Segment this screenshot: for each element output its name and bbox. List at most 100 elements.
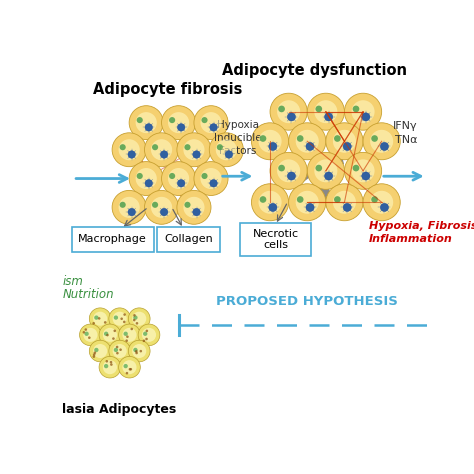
Circle shape [314, 159, 337, 182]
Circle shape [143, 332, 147, 336]
Circle shape [119, 202, 126, 208]
Circle shape [194, 106, 228, 139]
Circle shape [114, 315, 118, 320]
Circle shape [98, 317, 100, 319]
Circle shape [92, 322, 95, 325]
Circle shape [225, 151, 233, 158]
Circle shape [113, 312, 127, 326]
Circle shape [362, 172, 370, 180]
Circle shape [177, 191, 211, 224]
Circle shape [152, 202, 158, 208]
Circle shape [116, 352, 118, 355]
Circle shape [145, 133, 179, 167]
Circle shape [193, 151, 200, 158]
Circle shape [251, 123, 289, 160]
Circle shape [93, 312, 107, 326]
Circle shape [120, 318, 123, 320]
Text: Nutrition: Nutrition [63, 288, 114, 301]
Circle shape [83, 328, 98, 342]
Circle shape [306, 142, 314, 151]
Circle shape [183, 197, 204, 218]
Circle shape [287, 172, 295, 180]
Circle shape [334, 196, 341, 203]
Polygon shape [313, 186, 331, 200]
Circle shape [201, 112, 221, 133]
Circle shape [130, 328, 133, 330]
Circle shape [118, 139, 140, 160]
Circle shape [99, 356, 121, 378]
Circle shape [277, 100, 300, 123]
Circle shape [168, 168, 189, 189]
Circle shape [128, 340, 150, 362]
Circle shape [133, 348, 137, 352]
Circle shape [278, 106, 285, 112]
Circle shape [297, 135, 303, 142]
Circle shape [370, 191, 393, 214]
Circle shape [333, 130, 356, 153]
Circle shape [152, 144, 158, 150]
Circle shape [138, 324, 160, 346]
Circle shape [216, 139, 237, 160]
Circle shape [103, 328, 117, 342]
Circle shape [251, 184, 289, 221]
Circle shape [112, 133, 146, 167]
Circle shape [82, 331, 85, 334]
Polygon shape [326, 155, 344, 169]
Circle shape [362, 113, 370, 121]
Circle shape [258, 191, 282, 214]
Circle shape [146, 329, 148, 332]
Circle shape [93, 353, 95, 356]
Circle shape [326, 184, 363, 221]
Circle shape [145, 180, 153, 187]
Circle shape [126, 372, 128, 374]
Circle shape [371, 196, 378, 203]
Circle shape [123, 320, 126, 323]
Circle shape [269, 203, 277, 211]
Circle shape [184, 144, 191, 150]
Circle shape [160, 151, 168, 158]
Circle shape [353, 106, 359, 112]
Circle shape [345, 93, 382, 130]
Circle shape [92, 356, 95, 358]
Circle shape [343, 203, 351, 211]
Circle shape [126, 336, 129, 338]
Text: Adipocyte dysfunction: Adipocyte dysfunction [222, 63, 408, 78]
Circle shape [135, 352, 138, 354]
Circle shape [129, 368, 132, 371]
Circle shape [315, 106, 322, 112]
Circle shape [113, 329, 116, 332]
Circle shape [353, 165, 359, 172]
Circle shape [270, 93, 307, 130]
Circle shape [132, 344, 146, 358]
Circle shape [334, 135, 341, 142]
Circle shape [345, 152, 382, 189]
Circle shape [113, 344, 127, 358]
Circle shape [89, 308, 111, 329]
Circle shape [151, 197, 172, 218]
Circle shape [106, 334, 109, 337]
Text: TNα: TNα [395, 135, 417, 145]
Circle shape [80, 324, 101, 346]
Circle shape [307, 152, 345, 189]
Text: lasia Adipocytes: lasia Adipocytes [63, 403, 177, 416]
Circle shape [210, 124, 217, 131]
Circle shape [352, 100, 374, 123]
Circle shape [296, 191, 319, 214]
Circle shape [137, 173, 143, 179]
Circle shape [133, 314, 136, 317]
Circle shape [352, 159, 374, 182]
Circle shape [325, 113, 333, 121]
Circle shape [137, 117, 143, 123]
Circle shape [210, 133, 243, 167]
Circle shape [112, 337, 115, 340]
Circle shape [307, 93, 345, 130]
Circle shape [217, 144, 223, 150]
Circle shape [109, 308, 130, 329]
Text: Hypoxia, Fibrosis,
Inflammation: Hypoxia, Fibrosis, Inflammation [369, 221, 474, 244]
Circle shape [169, 173, 175, 179]
Circle shape [145, 124, 153, 131]
Circle shape [297, 196, 303, 203]
Circle shape [88, 337, 91, 339]
Circle shape [260, 196, 266, 203]
Circle shape [142, 328, 156, 342]
